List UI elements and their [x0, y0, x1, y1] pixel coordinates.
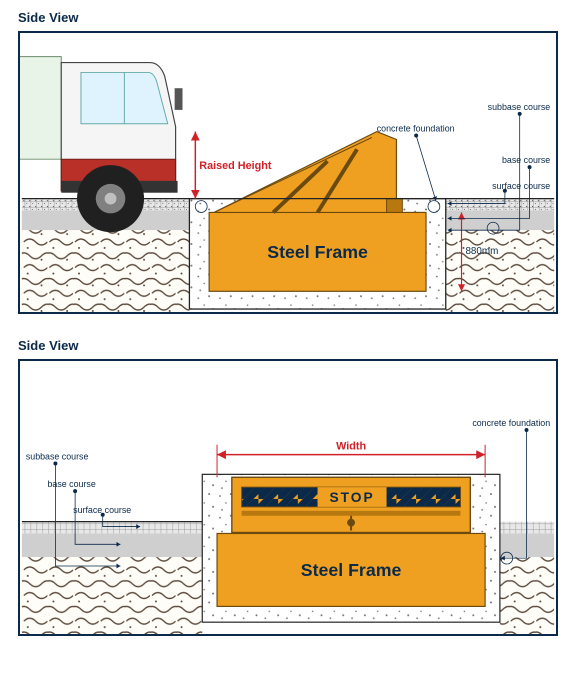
label-subbase: subbase course — [488, 102, 551, 112]
raised-height-label: Raised Height — [199, 160, 272, 172]
label-base: base course — [502, 155, 550, 165]
view1-title: Side View — [18, 10, 558, 25]
view1-svg: Steel Frame — [20, 33, 556, 312]
label2-concrete: concrete foundation — [472, 418, 550, 428]
view2-svg: Steel Frame STOP Width subbase course — [20, 361, 556, 634]
stop-label: STOP — [329, 490, 374, 505]
label2-base: base course — [48, 479, 96, 489]
width-label: Width — [336, 441, 366, 453]
steel-frame-label2: Steel Frame — [301, 560, 402, 580]
depth-label: 880mm — [465, 246, 498, 257]
view2-block: Side View — [0, 328, 576, 650]
view1-frame: Steel Frame — [18, 31, 558, 314]
view2-frame: Steel Frame STOP Width subbase course — [18, 359, 558, 636]
view2-title: Side View — [18, 338, 558, 353]
label2-subbase: subbase course — [26, 452, 89, 462]
steel-frame-label: Steel Frame — [267, 242, 368, 262]
label-surface: surface course — [492, 181, 550, 191]
label-concrete-foundation: concrete foundation — [377, 124, 455, 134]
view1-block: Side View — [0, 0, 576, 328]
